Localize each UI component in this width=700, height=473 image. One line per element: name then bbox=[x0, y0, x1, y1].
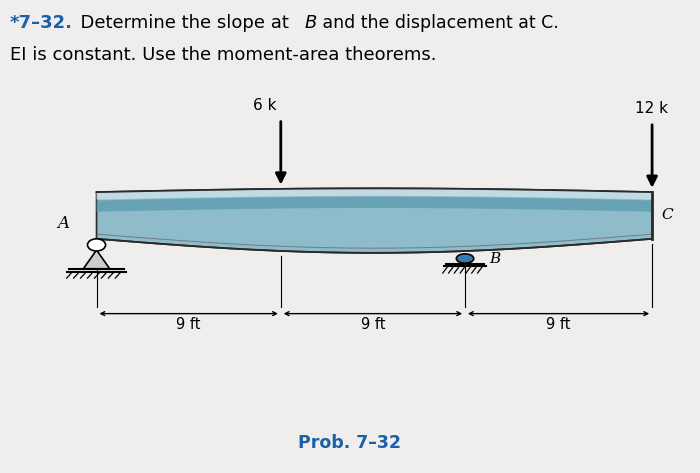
Text: and the displacement at C.: and the displacement at C. bbox=[316, 15, 559, 33]
Circle shape bbox=[88, 239, 106, 251]
Text: 6 k: 6 k bbox=[253, 98, 276, 113]
Polygon shape bbox=[83, 250, 110, 269]
Text: 9 ft: 9 ft bbox=[176, 317, 201, 333]
Text: 9 ft: 9 ft bbox=[360, 317, 385, 333]
Text: B: B bbox=[489, 252, 500, 265]
Text: C: C bbox=[661, 209, 673, 222]
Text: Prob. 7–32: Prob. 7–32 bbox=[298, 434, 402, 452]
Polygon shape bbox=[97, 188, 652, 200]
Polygon shape bbox=[97, 188, 652, 253]
Polygon shape bbox=[97, 197, 652, 212]
Text: 9 ft: 9 ft bbox=[546, 317, 570, 333]
Text: Determine the slope at: Determine the slope at bbox=[69, 15, 295, 33]
Ellipse shape bbox=[456, 254, 474, 263]
Text: 12 k: 12 k bbox=[635, 101, 668, 116]
Text: EI is constant. Use the moment-area theorems.: EI is constant. Use the moment-area theo… bbox=[10, 46, 436, 64]
Text: A: A bbox=[57, 215, 69, 232]
Text: *7–32.: *7–32. bbox=[10, 15, 73, 33]
Text: B: B bbox=[305, 15, 317, 33]
